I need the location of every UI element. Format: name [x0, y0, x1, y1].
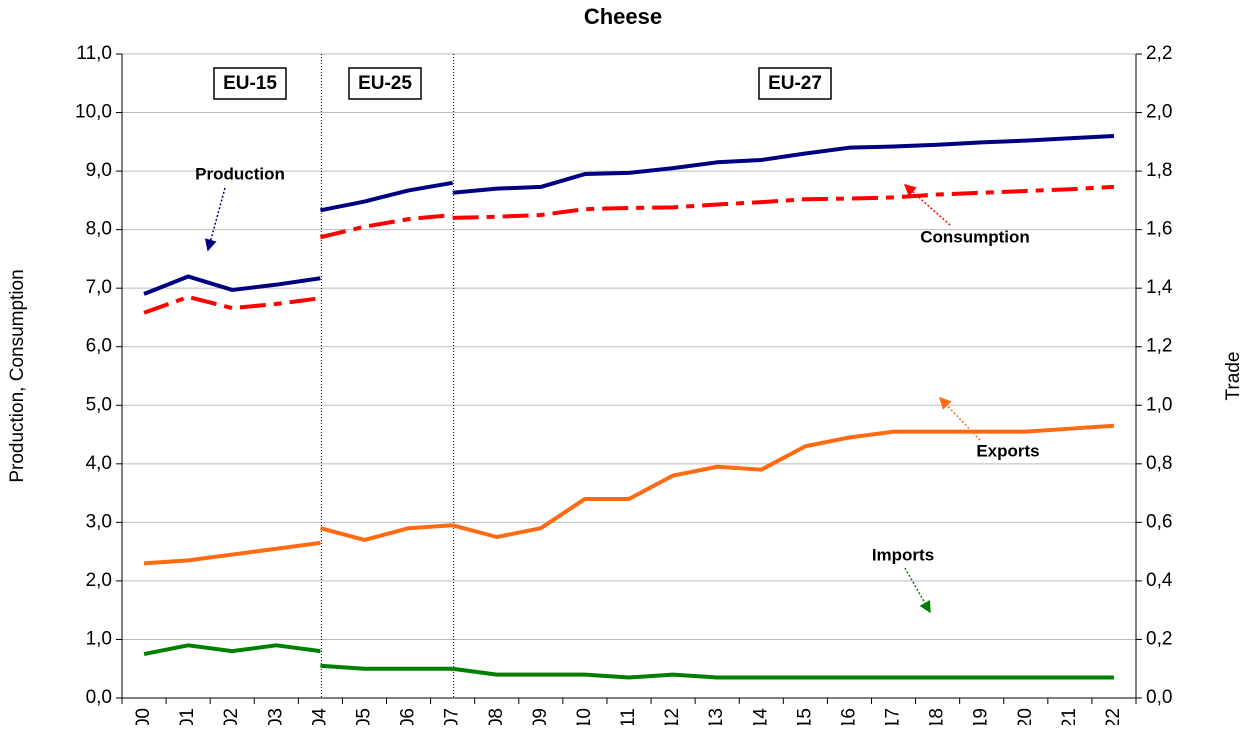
y-axis-title: Production, Consumption: [7, 269, 28, 482]
annotation-arrow: [204, 187, 226, 252]
annotation-arrow: [938, 396, 981, 441]
y2-tick-label: 1,8: [1146, 160, 1172, 181]
y2-tick-label: 1,0: [1146, 394, 1172, 415]
y2-tick-label: 0,0: [1146, 687, 1172, 708]
x-tick-label: 2014: [750, 708, 771, 725]
y-tick-label: 4,0: [86, 453, 112, 474]
y-tick-label: 8,0: [86, 219, 112, 240]
x-tick-label: 2011: [618, 708, 639, 725]
x-tick-label: 2020: [1015, 708, 1036, 725]
x-tick-label: 2002: [221, 708, 242, 725]
period-label: EU-15: [223, 73, 277, 94]
series-line: [319, 523, 453, 542]
series-line: [143, 643, 321, 657]
x-tick-label: 2004: [309, 708, 330, 725]
y2-tick-label: 0,4: [1146, 570, 1173, 591]
series-line: [143, 540, 321, 566]
x-tick-label: 2005: [353, 708, 374, 725]
series-line: [320, 180, 453, 213]
y-tick-label: 5,0: [86, 394, 112, 415]
y-tick-label: 10,0: [75, 102, 112, 123]
annotation-arrow: [904, 567, 931, 614]
period-box: [348, 67, 422, 100]
x-tick-label: 2001: [177, 708, 198, 725]
x-tick-label: 2013: [706, 708, 727, 725]
x-tick-label: 2022: [1103, 708, 1124, 725]
series-line: [319, 213, 453, 240]
series-line: [320, 663, 453, 671]
y-tick-label: 7,0: [86, 277, 112, 298]
series-label: Exports: [976, 441, 1039, 460]
x-tick-label: 2018: [927, 708, 948, 725]
chart-title: Cheese: [584, 4, 662, 29]
period-box: [213, 67, 287, 100]
x-tick-label: 2010: [574, 708, 595, 725]
x-tick-label: 2021: [1059, 708, 1080, 725]
y2-tick-label: 2,2: [1146, 43, 1172, 64]
series-line: [143, 274, 321, 296]
series-label: Production: [195, 164, 285, 183]
x-tick-label: 2006: [398, 708, 419, 725]
series-line: [452, 184, 1115, 220]
y2-tick-label: 2,0: [1146, 102, 1172, 123]
x-tick-label: 2019: [971, 708, 992, 725]
y-tick-label: 11,0: [76, 43, 112, 64]
period-label: EU-27: [768, 73, 822, 94]
period-label: EU-25: [358, 73, 412, 94]
series-line: [452, 666, 1114, 680]
y2-tick-label: 1,2: [1146, 336, 1172, 357]
x-tick-label: 2003: [265, 708, 286, 725]
x-tick-label: 2017: [883, 708, 904, 725]
y2-tick-label: 0,2: [1146, 628, 1172, 649]
x-tick-label: 2007: [442, 708, 463, 725]
y2-tick-label: 1,4: [1146, 277, 1173, 298]
y2-tick-label: 0,8: [1146, 453, 1172, 474]
y2-tick-label: 1,6: [1146, 219, 1172, 240]
y2-axis-title: Trade: [1223, 352, 1244, 401]
annotation-arrow: [903, 184, 951, 226]
y-tick-label: 1,0: [86, 628, 112, 649]
series-label: Imports: [872, 545, 934, 564]
x-tick-label: 2008: [486, 708, 507, 725]
y2-tick-label: 0,6: [1146, 511, 1172, 532]
y-tick-label: 6,0: [86, 336, 112, 357]
series-label: Consumption: [920, 227, 1030, 246]
series-line: [452, 133, 1115, 195]
y-tick-label: 0,0: [86, 687, 112, 708]
y-tick-label: 3,0: [86, 511, 112, 532]
series-line: [452, 423, 1115, 539]
x-tick-label: 2015: [794, 708, 815, 725]
series-line: [143, 294, 321, 315]
x-tick-label: 2012: [662, 708, 683, 725]
y-tick-label: 9,0: [86, 160, 112, 181]
x-tick-label: 2009: [530, 708, 551, 725]
x-tick-label: 2000: [133, 708, 154, 725]
period-box: [758, 67, 832, 100]
y-tick-label: 2,0: [86, 570, 112, 591]
x-tick-label: 2016: [838, 708, 859, 725]
